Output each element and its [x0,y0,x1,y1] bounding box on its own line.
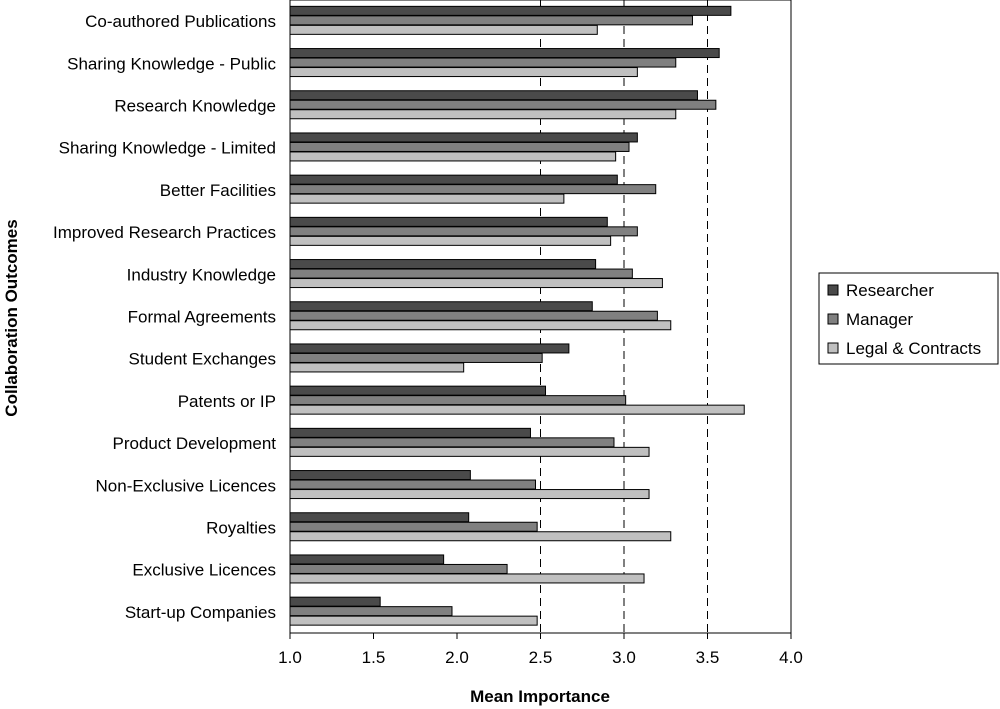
legend-label: Researcher [846,281,934,300]
bar [289,437,615,448]
category-label: Better Facilities [160,181,276,200]
bar [289,615,538,626]
legend-swatch [827,313,839,325]
bar [289,531,672,542]
legend-swatch [827,342,839,354]
x-tick-label: 2.5 [529,648,553,667]
bar [289,193,565,204]
category-label: Sharing Knowledge - Public [67,54,276,73]
bar [289,352,543,363]
category-label: Start-up Companies [125,603,276,622]
bar [289,184,657,195]
bar [289,554,445,565]
x-tick-label: 1.5 [362,648,386,667]
bar [289,320,672,331]
bar [289,310,658,321]
bar [289,301,593,312]
bar [289,24,598,35]
bar [289,132,638,143]
bar [289,90,698,101]
x-axis-title: Mean Importance [470,687,610,706]
x-tick-label: 2.0 [445,648,469,667]
bar [289,573,645,584]
bar [289,489,650,500]
y-axis-title: Collaboration Outcomes [2,219,21,416]
bar [289,479,536,490]
category-label: Product Development [113,434,277,453]
bar [289,109,677,120]
bar [289,48,720,59]
bar [289,521,538,532]
bar [289,278,663,289]
category-label: Formal Agreements [128,308,276,327]
bar [289,343,570,354]
bar [289,385,547,396]
category-label: Research Knowledge [114,97,276,116]
category-label: Exclusive Licences [132,561,276,580]
category-label: Royalties [206,519,276,538]
category-label: Non-Exclusive Licences [96,476,276,495]
bar [289,512,470,523]
bars [289,5,745,626]
bar [289,362,465,373]
bar [289,606,453,617]
category-label: Co-authored Publications [85,12,276,31]
category-label: Student Exchanges [129,350,276,369]
bar [289,446,650,457]
x-tick-label: 3.5 [696,648,720,667]
x-tick-label: 1.0 [278,648,302,667]
bar [289,151,617,162]
legend: Researcher Manager Legal & Contracts [818,272,999,365]
legend-swatch [827,284,839,296]
category-label: Sharing Knowledge - Limited [59,139,276,158]
x-tick-label: 4.0 [779,648,803,667]
bar [289,174,618,185]
category-label: Improved Research Practices [53,223,276,242]
x-tick-label: 3.0 [612,648,636,667]
bar [289,15,693,26]
bar [289,67,638,78]
bar [289,235,612,246]
bar [289,404,745,415]
bar [289,141,630,152]
bar [289,470,471,481]
x-axis-ticks: 1.0 1.5 2.0 2.5 3.0 3.5 4.0 [278,633,803,667]
bar [289,57,677,68]
bar [289,99,717,110]
bar [289,563,508,574]
legend-box [818,272,999,365]
bar [289,395,627,406]
legend-label: Legal & Contracts [846,339,981,358]
bar [289,216,608,227]
bar [289,268,633,279]
legend-label: Manager [846,310,913,329]
category-label: Patents or IP [178,392,276,411]
bar [289,596,381,607]
bar [289,5,732,16]
bar [289,427,531,438]
bar [289,259,597,270]
bar [289,226,638,237]
category-label: Industry Knowledge [127,265,276,284]
category-labels: Co-authored Publications Sharing Knowledg… [53,12,276,622]
